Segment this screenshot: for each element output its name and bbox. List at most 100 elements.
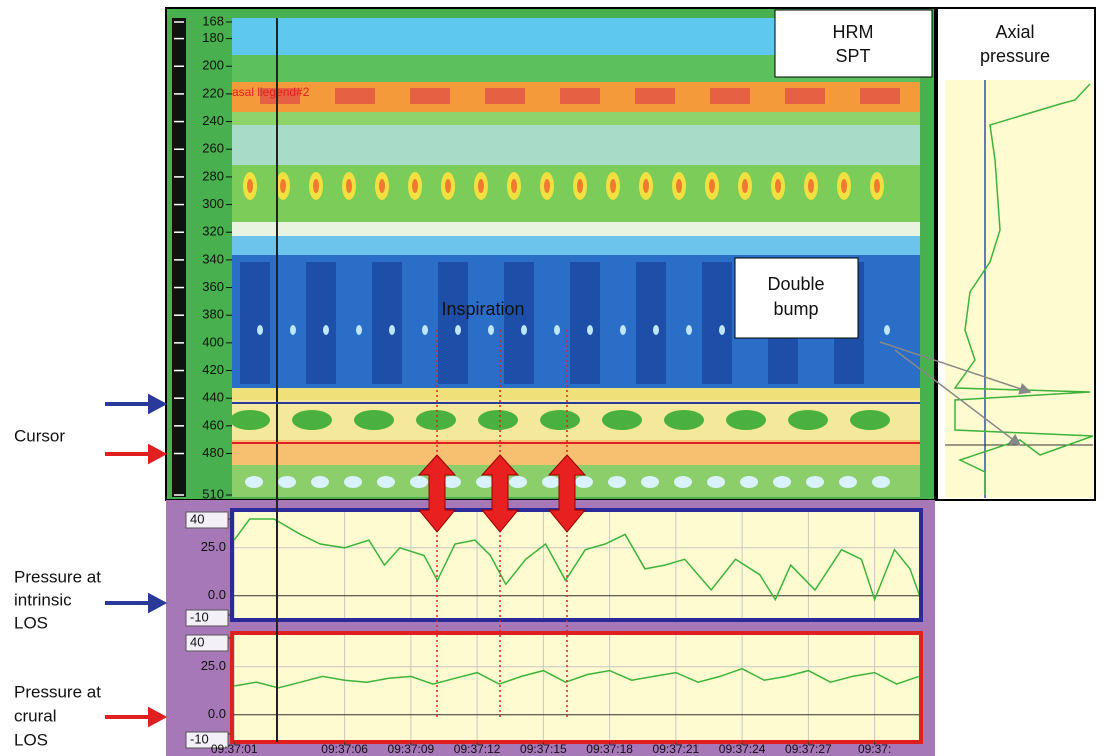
topo-dot xyxy=(575,476,593,488)
scale-bar xyxy=(172,18,186,497)
topo-dot xyxy=(422,325,428,335)
topo-blob xyxy=(247,179,253,193)
topo-dot xyxy=(389,325,395,335)
topo-dot xyxy=(686,325,692,335)
legend-text: asal liegend#2 xyxy=(232,85,310,99)
range-label: -10 xyxy=(190,731,209,746)
y-tick-label: 280 xyxy=(202,168,224,183)
topo-dot xyxy=(278,476,296,488)
y-tick-label: 0.0 xyxy=(208,706,226,721)
y-tick-label: 460 xyxy=(202,417,224,432)
topo-blob xyxy=(874,179,880,193)
topo-blob xyxy=(292,410,332,430)
double-arrow xyxy=(417,454,457,533)
topo-blob xyxy=(445,179,451,193)
topo-blob xyxy=(775,179,781,193)
topo-hot xyxy=(410,88,450,104)
topo-dot xyxy=(773,476,791,488)
x-tick-label: 09:37:12 xyxy=(454,742,501,756)
y-tick-label: 320 xyxy=(202,224,224,239)
x-tick-label: 09:37:06 xyxy=(321,742,368,756)
topo-blob xyxy=(346,179,352,193)
y-tick-label: 25.0 xyxy=(201,539,226,554)
topo-dot xyxy=(707,476,725,488)
topo-dot xyxy=(323,325,329,335)
x-tick-label: 09:37:24 xyxy=(719,742,766,756)
y-tick-label: 510 xyxy=(202,486,224,501)
topo-blob xyxy=(841,179,847,193)
topo-dot xyxy=(719,325,725,335)
range-box xyxy=(185,634,229,652)
topo-blob xyxy=(540,410,580,430)
topo-dot xyxy=(806,476,824,488)
topo-hot xyxy=(560,88,600,104)
y-tick-label: 480 xyxy=(202,445,224,460)
crural-label: LOS xyxy=(14,730,48,749)
y-tick-label: 0.0 xyxy=(208,587,226,602)
topo-stripe xyxy=(240,262,270,384)
topo-blob xyxy=(544,179,550,193)
y-tick-label: 380 xyxy=(202,307,224,322)
topo-dot xyxy=(344,476,362,488)
pointer xyxy=(879,341,1032,395)
topo-band xyxy=(232,440,920,465)
topo-stripe xyxy=(702,262,732,384)
topo-blob xyxy=(313,179,319,193)
x-tick-label: 09:37: xyxy=(858,742,891,756)
topo-blob xyxy=(478,179,484,193)
topo-hot xyxy=(335,88,375,104)
y-tick-label: 400 xyxy=(202,334,224,349)
topo-hot xyxy=(485,88,525,104)
topo-blob xyxy=(602,410,642,430)
topo-hot xyxy=(785,88,825,104)
topo-blob xyxy=(643,179,649,193)
topo-band xyxy=(232,236,920,255)
topo-dot xyxy=(245,476,263,488)
topo-blob xyxy=(416,410,456,430)
topo-blob xyxy=(850,410,890,430)
topo-blob xyxy=(676,179,682,193)
y-tick-label: 300 xyxy=(202,196,224,211)
topo-dot xyxy=(356,325,362,335)
intrinsic-label: intrinsic xyxy=(14,590,72,609)
topo-dot xyxy=(608,476,626,488)
cursor-label: Cursor xyxy=(14,426,65,445)
topo-dot xyxy=(377,476,395,488)
y-tick-label: 200 xyxy=(202,58,224,73)
range-box xyxy=(185,731,229,749)
plot-border xyxy=(230,631,923,744)
y-tick-label: 25.0 xyxy=(201,658,226,673)
topo-dot xyxy=(509,476,527,488)
topo-hot xyxy=(260,88,300,104)
pointer xyxy=(894,349,1022,446)
topo-blob xyxy=(230,410,270,430)
topo-blob xyxy=(354,410,394,430)
x-tick-label: 09:37:18 xyxy=(586,742,633,756)
range-label: 40 xyxy=(190,634,204,649)
topo-dot xyxy=(410,476,428,488)
y-tick-label: 420 xyxy=(202,362,224,377)
trace xyxy=(233,518,921,602)
topo-dot xyxy=(443,476,461,488)
topo-dot xyxy=(257,325,263,335)
topo-dot xyxy=(872,476,890,488)
hrm-label: SPT xyxy=(835,46,870,66)
topo-stripe xyxy=(438,262,468,384)
topo-hot xyxy=(710,88,750,104)
topography-image: Double bump xyxy=(230,18,920,497)
hrm-box xyxy=(774,9,933,78)
x-tick-label: 09:37:15 xyxy=(520,742,567,756)
topo-stripe xyxy=(570,262,600,384)
topo-band xyxy=(232,388,920,400)
plot-area xyxy=(232,633,921,742)
topo-dot xyxy=(290,325,296,335)
inspiration-label: Inspiration xyxy=(441,299,524,319)
topo-dot xyxy=(674,476,692,488)
topo-dot xyxy=(311,476,329,488)
topo-dot xyxy=(521,325,527,335)
double-bump-label: Double xyxy=(767,274,824,294)
y-tick-label: 260 xyxy=(202,141,224,156)
y-tick-label: 360 xyxy=(202,279,224,294)
topo-dot xyxy=(620,325,626,335)
topo-blob xyxy=(610,179,616,193)
